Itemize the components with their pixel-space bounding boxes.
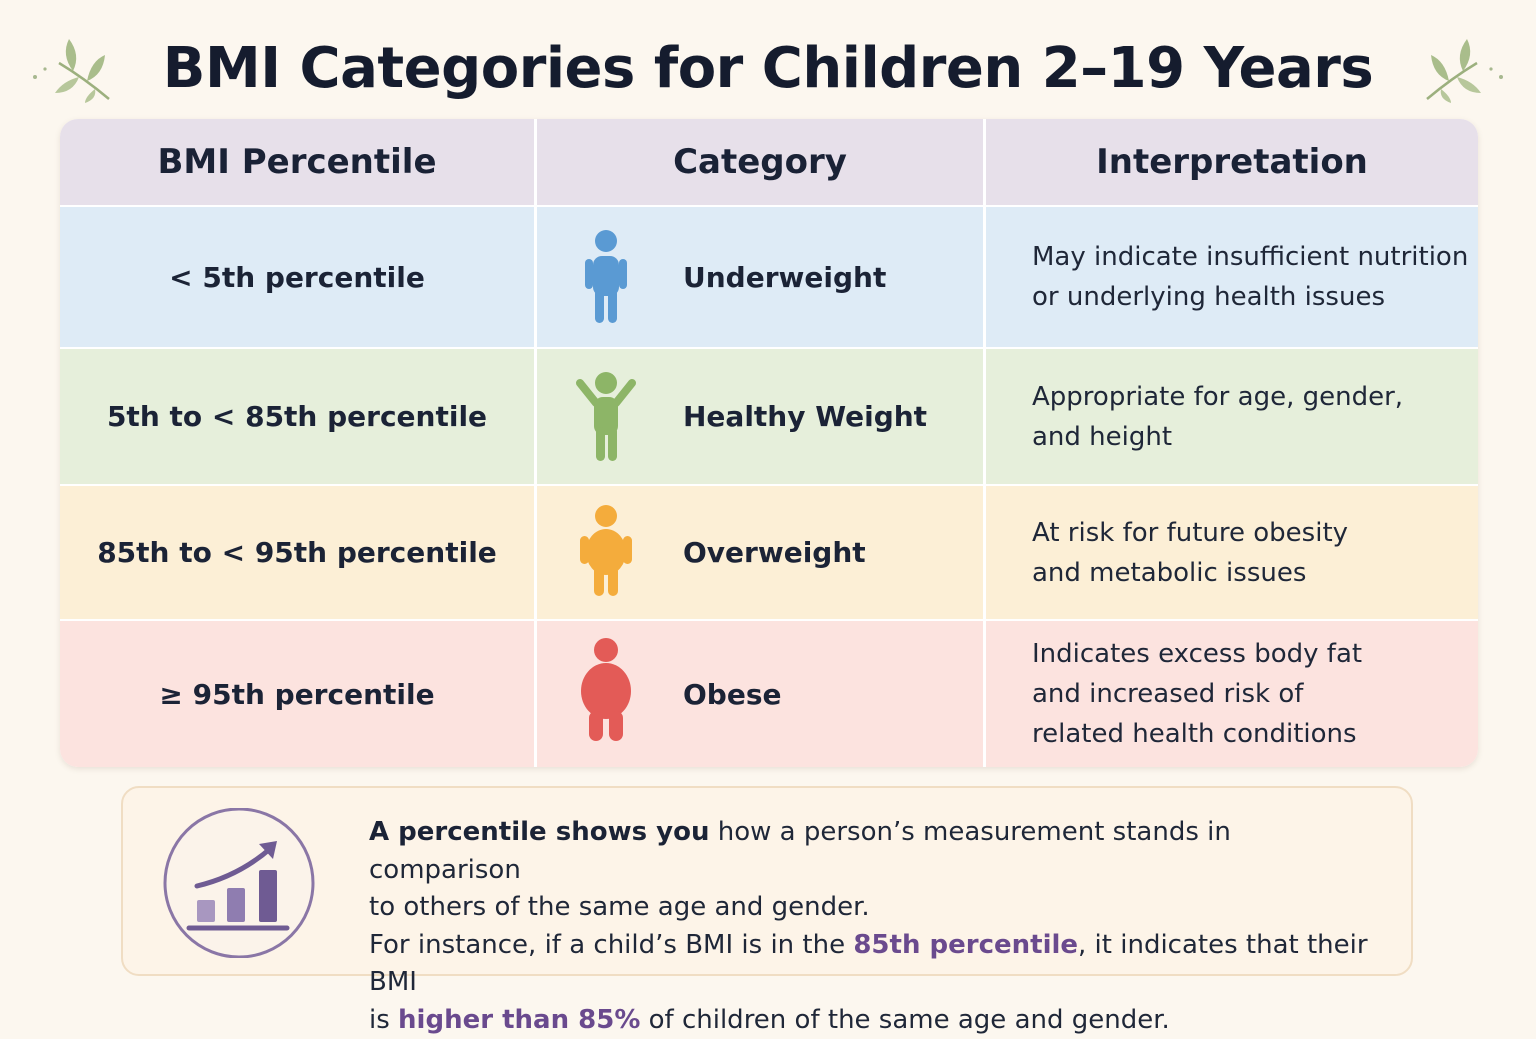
category-label: Underweight [683,260,887,294]
percentile-range: 85th to < 95th percentile [97,536,497,569]
percentile-range: ≥ 95th percentile [159,677,435,711]
header-bmi-percentile: BMI Percentile [157,142,437,182]
highlight-higher-than-85: higher than 85% [398,1004,641,1035]
explanation-text: A percentile shows you how a person’s me… [369,817,1368,1035]
category-label: Healthy Weight [683,400,928,433]
interpretation-text: May indicate insufficient nutrition or u… [1032,242,1469,312]
table-row: ≥ 95th percentile Obese Indicates excess… [60,621,1478,767]
leaf-sprig-icon [1426,39,1504,103]
leaf-sprig-icon [32,39,110,103]
percentile-range: < 5th percentile [169,260,425,294]
header-category: Category [534,119,983,205]
table-row: 5th to < 85th percentile Healthy Weight … [60,349,1478,484]
percentile-explanation-box: A percentile shows you how a person’s me… [121,786,1413,1035]
category-label: Obese [683,677,782,711]
percentile-range: 5th to < 85th percentile [106,400,488,433]
interpretation-text: At risk for future obesity and metabolic… [1032,517,1349,588]
page-title: BMI Categories for Children 2–19 Years [162,35,1374,101]
child-figure-stout-icon [580,505,632,596]
category-label: Overweight [683,536,866,569]
header-interpretation: Interpretation [983,119,1478,205]
highlight-85th-percentile: 85th percentile [853,929,1079,960]
table-row: < 5th percentile Underweight May indicat… [60,207,1478,347]
bmi-table: BMI Percentile Category Interpretation <… [60,119,1478,767]
table-header-row: BMI Percentile Category Interpretation [60,119,1478,205]
table-row: 85th to < 95th percentile Overweight At … [60,486,1478,619]
child-figure-arms-raised-icon [576,372,636,461]
interpretation-text: Appropriate for age, gender, and height [1032,381,1404,452]
child-figure-slim-icon [585,230,627,323]
interpretation-text: Indicates excess body fat and increased … [1032,639,1363,749]
child-figure-heavy-icon [581,638,631,741]
title-row: BMI Categories for Children 2–19 Years [0,28,1536,108]
growth-chart-icon [163,808,315,958]
